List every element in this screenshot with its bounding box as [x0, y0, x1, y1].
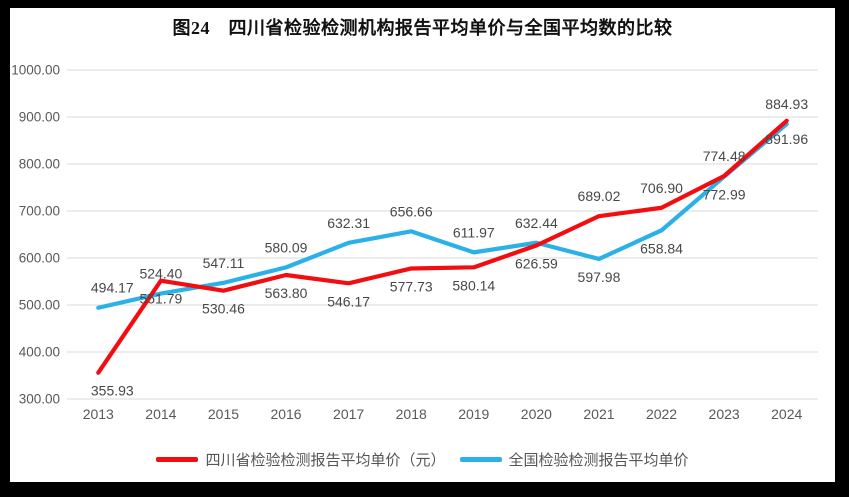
data-label-national-2017: 632.31	[327, 215, 370, 231]
x-axis-tick-label: 2021	[583, 406, 614, 422]
x-axis-tick-label: 2023	[709, 406, 740, 422]
data-label-national-2015: 547.11	[203, 255, 245, 271]
data-label-national-2013: 494.17	[91, 280, 134, 296]
x-axis-tick-label: 2013	[83, 406, 114, 422]
legend-item-national: 全国检验检测报告平均单价	[459, 449, 689, 470]
data-label-national-2020: 632.44	[515, 215, 558, 231]
legend-item-sichuan: 四川省检验检测报告平均单价（元）	[156, 449, 446, 470]
data-label-national-2018: 656.66	[390, 203, 433, 219]
data-label-national-2014: 524.40	[139, 266, 182, 282]
national-series-line	[96, 121, 789, 310]
data-label-sichuan-2022: 706.90	[640, 180, 683, 196]
x-axis-tick-label: 2019	[458, 406, 489, 422]
data-label-national-2021: 597.98	[578, 269, 621, 285]
y-axis-tick-label: 1000.00	[11, 63, 60, 78]
y-axis-tick-label: 500.00	[19, 298, 60, 313]
data-label-sichuan-2023: 774.48	[703, 148, 746, 164]
data-label-sichuan-2021: 689.02	[578, 188, 621, 204]
data-label-sichuan-2014: 551.79	[139, 291, 182, 307]
y-axis-tick-label: 600.00	[19, 251, 60, 266]
x-axis-tick-label: 2022	[646, 406, 677, 422]
x-axis-tick-label: 2017	[333, 406, 364, 422]
data-label-sichuan-2016: 563.80	[265, 285, 308, 301]
y-axis-tick-label: 900.00	[19, 110, 60, 125]
data-label-national-2022: 658.84	[640, 240, 683, 256]
y-axis-tick-label: 400.00	[19, 345, 60, 360]
data-label-national-2016: 580.09	[265, 239, 308, 255]
sichuan-series-line	[96, 118, 789, 375]
data-label-sichuan-2020: 626.59	[515, 256, 558, 272]
legend-swatch-sichuan	[156, 457, 199, 462]
x-axis-tick-label: 2015	[208, 406, 239, 422]
legend-label-sichuan: 四川省检验检测报告平均单价（元）	[205, 452, 446, 469]
data-label-national-2024: 884.93	[765, 96, 808, 112]
x-axis-tick-label: 2024	[771, 406, 802, 422]
y-axis-tick-label: 800.00	[19, 157, 60, 172]
data-label-sichuan-2018: 577.73	[390, 278, 433, 294]
chart-title: 图24 四川省检验检测机构报告平均单价与全国平均数的比较	[172, 18, 673, 38]
x-axis-tick-label: 2018	[396, 406, 427, 422]
x-axis-tick-label: 2020	[521, 406, 552, 422]
y-axis-tick-label: 700.00	[19, 204, 60, 219]
data-label-sichuan-2017: 546.17	[327, 293, 370, 309]
data-label-national-2023: 772.99	[703, 187, 746, 203]
line-chart: 1000.00 900.00 800.00 700.00 600.00 500.00 400…	[11, 63, 818, 422]
chart-panel: 图24 四川省检验检测机构报告平均单价与全国平均数的比较 1000.00 900.…	[10, 8, 835, 482]
x-axis-tick-label: 2014	[145, 406, 176, 422]
data-label-sichuan-2024: 891.96	[765, 131, 808, 147]
legend-swatch-national	[459, 457, 502, 462]
legend-label-national: 全国检验检测报告平均单价	[508, 452, 689, 469]
data-label-sichuan-2019: 580.14	[452, 277, 495, 293]
data-label-sichuan-2015: 530.46	[202, 301, 245, 317]
legend: 四川省检验检测报告平均单价（元） 全国检验检测报告平均单价	[10, 449, 835, 470]
x-axis-tick-label: 2016	[270, 406, 301, 422]
data-label-sichuan-2013: 355.93	[91, 383, 134, 399]
data-label-national-2019: 611.97	[453, 224, 495, 240]
y-axis-tick-label: 300.00	[19, 392, 60, 407]
